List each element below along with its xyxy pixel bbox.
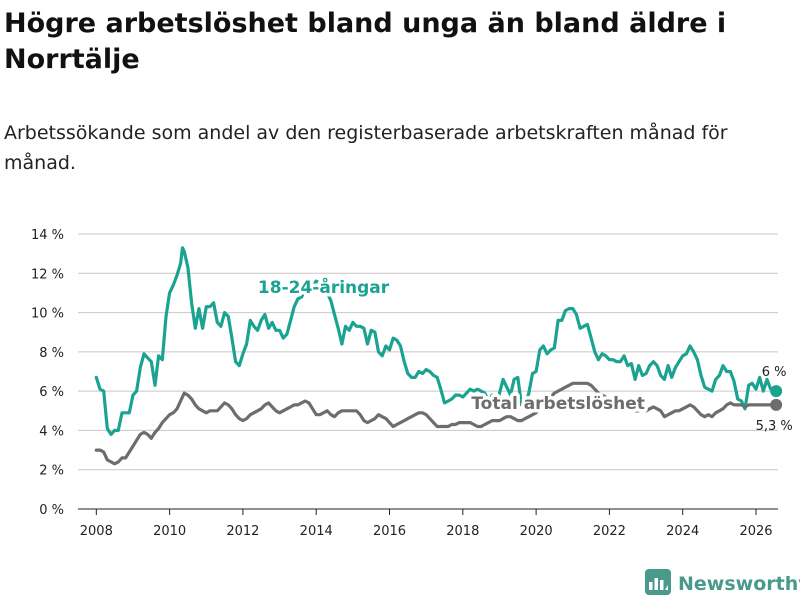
y-tick-label: 0 % — [39, 503, 64, 518]
x-tick-label: 2016 — [373, 524, 406, 539]
x-tick-label: 2024 — [666, 524, 699, 539]
x-tick-label: 2026 — [739, 524, 772, 539]
y-tick-label: 12 % — [31, 267, 64, 282]
y-tick-label: 8 % — [39, 346, 64, 361]
y-tick-label: 2 % — [39, 464, 64, 479]
axes: 0 % 2 % 4 % 6 % 8 % 10 % 12 % 14 % 2008 2010 2012 2… — [31, 228, 773, 539]
series-line — [94, 381, 778, 466]
series-label-halo: 18-24-åringar — [258, 276, 390, 298]
series-label-halo: Total arbetslöshet — [471, 394, 645, 414]
chart-title: Högre arbetslöshet bland unga än bland ä… — [4, 8, 727, 75]
series-lines — [94, 246, 783, 466]
series-label: Total arbetslöshet — [471, 394, 645, 414]
y-tick-label: 10 % — [31, 307, 64, 322]
newsworthy-brand[interactable]: Newsworthy — [645, 569, 800, 599]
newsworthy-logo-icon — [645, 569, 671, 599]
x-tick-label: 2018 — [446, 524, 479, 539]
x-tick-label: 2014 — [300, 524, 333, 539]
x-tick-label: 2022 — [593, 524, 626, 539]
x-tick-label: 2020 — [520, 524, 553, 539]
y-tick-label: 4 % — [39, 424, 64, 439]
gridlines — [78, 233, 778, 510]
series-end-label: 6 % — [762, 365, 787, 380]
x-tick-label: 2012 — [226, 524, 259, 539]
y-tick-label: 14 % — [31, 228, 64, 243]
chart-subtitle: Arbetssökande som andel av den registerb… — [4, 122, 728, 174]
x-tick-label: 2010 — [153, 524, 186, 539]
y-tick-label: 6 % — [39, 385, 64, 400]
brand-name: Newsworthy — [678, 573, 800, 595]
series-line — [94, 246, 778, 436]
x-tick-label: 2008 — [80, 524, 113, 539]
series-end-point — [770, 385, 783, 398]
series-label: 18-24-åringar — [258, 276, 390, 298]
series-end-point — [770, 398, 783, 411]
series-end-label: 5,3 % — [756, 419, 793, 434]
